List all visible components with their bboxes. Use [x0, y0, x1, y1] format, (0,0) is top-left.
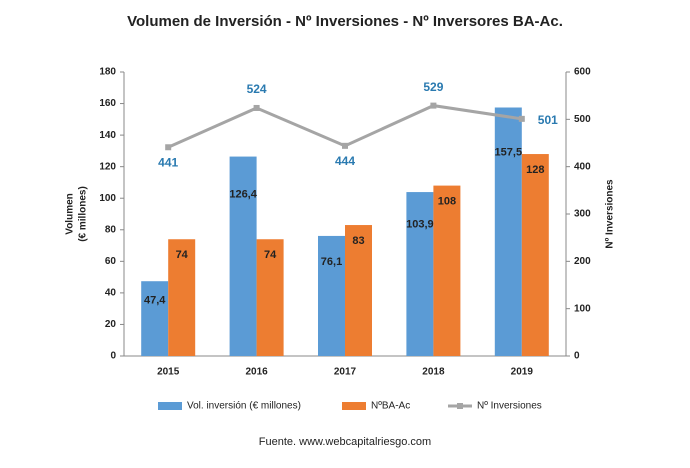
data-label: 524 — [247, 82, 267, 96]
x-tick-label: 2018 — [422, 367, 445, 378]
y-axis-label: (€ millones) — [78, 186, 89, 242]
x-tick-label: 2016 — [245, 367, 268, 378]
bar — [318, 235, 345, 356]
y2-tick-label: 300 — [574, 209, 591, 220]
data-label: 76,1 — [321, 256, 342, 268]
legend-swatch — [457, 403, 463, 409]
y-tick-label: 100 — [99, 193, 116, 204]
line-marker — [518, 115, 525, 122]
data-label: 83 — [352, 235, 364, 247]
legend-swatch — [342, 402, 366, 410]
y2-tick-label: 200 — [574, 256, 591, 267]
legend-label: Nº Inversiones — [477, 401, 542, 412]
legend-label: Vol. inversión (€ millones) — [187, 401, 301, 412]
y-tick-label: 120 — [99, 161, 116, 172]
data-label: 47,4 — [144, 294, 166, 306]
data-label: 103,9 — [406, 219, 434, 231]
data-label: 128 — [526, 164, 544, 176]
bar — [168, 239, 196, 356]
y2-tick-label: 500 — [574, 114, 591, 125]
y-tick-label: 40 — [105, 288, 117, 299]
bar — [433, 185, 461, 356]
x-tick-label: 2017 — [334, 367, 357, 378]
bar — [521, 154, 549, 356]
data-label: 74 — [176, 249, 189, 261]
data-label: 441 — [158, 155, 178, 169]
y2-tick-label: 400 — [574, 161, 591, 172]
x-tick-label: 2019 — [511, 367, 534, 378]
x-tick-label: 2015 — [157, 367, 180, 378]
y-tick-label: 0 — [110, 351, 116, 362]
y-tick-label: 80 — [105, 224, 117, 235]
line-marker — [342, 142, 348, 149]
y-tick-label: 180 — [99, 67, 116, 78]
data-label: 529 — [423, 80, 443, 94]
data-label: 157,5 — [495, 147, 523, 159]
data-label: 74 — [264, 249, 277, 261]
bar — [494, 107, 522, 356]
data-label: 444 — [335, 154, 355, 168]
data-label: 501 — [538, 113, 558, 127]
y-axis-label: Volumen — [65, 193, 76, 234]
y2-tick-label: 0 — [574, 351, 580, 362]
y-tick-label: 60 — [105, 256, 117, 267]
bar — [406, 192, 434, 356]
y2-tick-label: 100 — [574, 303, 591, 314]
y2-axis-label: Nº Inversiones — [605, 179, 616, 249]
line-marker — [165, 144, 172, 151]
bar — [229, 156, 257, 356]
y-tick-label: 20 — [105, 319, 117, 330]
bar — [256, 239, 284, 356]
data-label: 126,4 — [229, 188, 257, 200]
legend-label: NºBA-Ac — [371, 401, 410, 412]
line-marker — [253, 104, 260, 111]
line-marker — [430, 102, 437, 109]
bar — [345, 225, 372, 356]
y-tick-label: 160 — [99, 98, 116, 109]
y-tick-label: 140 — [99, 130, 116, 141]
source: Fuente. www.webcapitalriesgo.com — [259, 436, 431, 448]
data-label: 108 — [438, 196, 456, 208]
legend-swatch — [158, 402, 182, 410]
chart-title: Volumen de Inversión - Nº Inversiones - … — [127, 13, 563, 30]
y2-tick-label: 600 — [574, 67, 591, 78]
bar — [141, 281, 169, 356]
